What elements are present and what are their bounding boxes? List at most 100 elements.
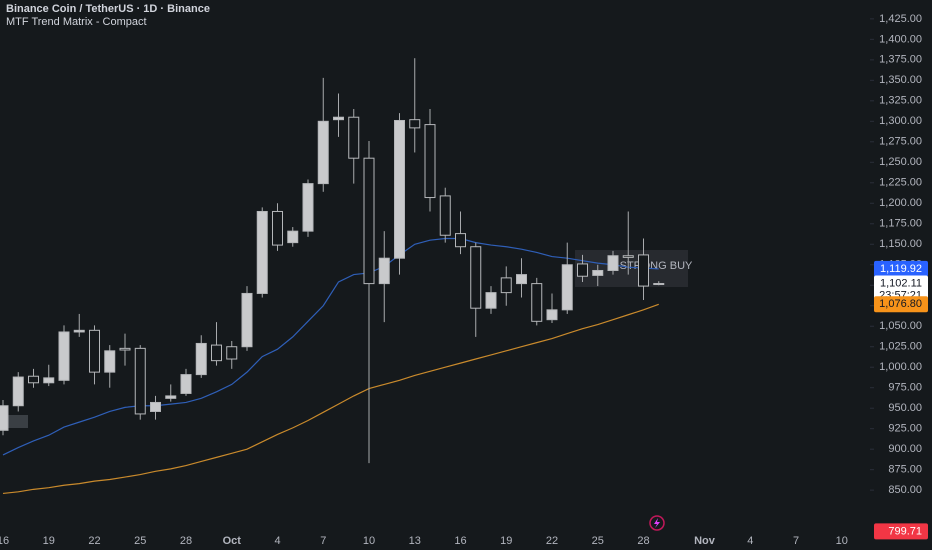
candle-body (180, 374, 192, 394)
candle-body (58, 331, 70, 381)
y-tick-label: 850.00 (888, 484, 922, 496)
y-tick-label: 1,025.00 (879, 341, 922, 353)
x-tick-label: 25 (592, 535, 604, 547)
y-tick-label: 1,400.00 (879, 33, 922, 45)
y-tick-label: 1,225.00 (879, 177, 922, 189)
y-tick-label: 925.00 (888, 423, 922, 435)
price-tag-label: 1,102.11 (880, 277, 922, 289)
y-tick-label: 1,275.00 (879, 136, 922, 148)
moving-average-line (2, 237, 659, 456)
candle-body (302, 183, 314, 232)
candle-body (638, 254, 649, 287)
signal-annotation: STRONG BUY (575, 250, 693, 287)
candle-body (43, 377, 55, 384)
y-tick-label: 975.00 (888, 382, 922, 394)
candle-body (485, 292, 497, 309)
candle-body (546, 309, 558, 321)
chart-title: Binance Coin / TetherUS · 1D · Binance (6, 3, 210, 15)
x-tick-label: 22 (88, 535, 100, 547)
price-tag-label: 799.71 (888, 525, 922, 537)
x-tick-label: Oct (223, 535, 242, 547)
candle-body (272, 210, 283, 246)
price-tag-label: 1,076.80 (879, 298, 922, 310)
signal-text: STRONG BUY (620, 260, 693, 272)
x-tick-label: 22 (546, 535, 558, 547)
event-icon-bolt[interactable] (654, 518, 660, 528)
candle-body (89, 329, 100, 373)
y-tick-label: 1,050.00 (879, 320, 922, 332)
price-tag: 1,119.92 (874, 260, 928, 277)
candle-body (226, 346, 238, 360)
candle-body (241, 292, 253, 348)
candle-body (150, 401, 161, 412)
x-tick-label: 10 (836, 535, 848, 547)
x-tick-label: 19 (500, 535, 512, 547)
x-tick-label: 7 (793, 535, 799, 547)
y-tick-label: 1,150.00 (879, 238, 922, 250)
candle-body (409, 119, 421, 129)
x-tick-label: 10 (363, 535, 375, 547)
x-tick-label: 7 (320, 535, 326, 547)
y-tick-label: 1,200.00 (879, 197, 922, 209)
candle-body (256, 210, 268, 294)
y-tick-label: 1,325.00 (879, 95, 922, 107)
y-tick-label: 950.00 (888, 402, 922, 414)
event-icon[interactable] (649, 515, 665, 531)
candle-body (317, 120, 329, 185)
candle-body (348, 116, 360, 159)
candle-body (165, 395, 177, 399)
price-tag-label: 1,119.92 (880, 263, 922, 275)
x-tick-label: 16 (0, 535, 9, 547)
y-tick-label: 1,300.00 (879, 115, 922, 127)
candle-body (28, 375, 39, 384)
candle-body (119, 347, 131, 351)
price-tag: 1,076.80 (874, 296, 928, 313)
candle-body (104, 350, 116, 373)
price-tag-box (874, 523, 928, 540)
x-tick-label: 16 (454, 535, 466, 547)
price-tag: 799.71 (874, 523, 928, 540)
candle-body (424, 124, 436, 199)
y-tick-label: 900.00 (888, 443, 922, 455)
y-tick-label: 1,350.00 (879, 74, 922, 86)
candle-body (577, 263, 588, 277)
candle-body (622, 255, 634, 258)
candle-body (455, 233, 466, 248)
x-tick-label: 4 (747, 535, 753, 547)
x-tick-label: 4 (274, 535, 280, 547)
x-tick-label: 28 (637, 535, 649, 547)
candle-body (516, 274, 527, 285)
candle-body (211, 344, 222, 362)
candle-body (500, 277, 512, 294)
candle-body (195, 342, 207, 376)
y-tick-label: 1,175.00 (879, 218, 922, 230)
y-tick-label: 1,250.00 (879, 156, 922, 168)
y-tick-label: 1,425.00 (879, 13, 922, 25)
x-tick-label: 19 (43, 535, 55, 547)
candle-body (287, 230, 299, 244)
candle-body (531, 283, 543, 322)
price-tag-box (874, 260, 928, 277)
moving-average-line (2, 303, 659, 495)
price-tag-box (874, 296, 928, 313)
x-tick-label: 25 (134, 535, 146, 547)
candle-body (653, 283, 665, 286)
x-tick-label: 28 (180, 535, 192, 547)
candle-body (134, 347, 146, 415)
event-icon-ring[interactable] (649, 515, 665, 531)
candle-body (378, 257, 390, 285)
candle-body (73, 329, 85, 333)
candle-body (561, 264, 573, 311)
candle-body (470, 246, 482, 309)
y-tick-label: 875.00 (888, 464, 922, 476)
x-tick-label: Nov (694, 535, 716, 547)
candle-body (439, 195, 451, 236)
candle-body (0, 405, 9, 431)
candle-body (333, 116, 344, 121)
x-tick-label: 13 (409, 535, 421, 547)
y-tick-label: 1,000.00 (879, 361, 922, 373)
candle-body (394, 119, 405, 259)
candle-body (12, 376, 24, 407)
